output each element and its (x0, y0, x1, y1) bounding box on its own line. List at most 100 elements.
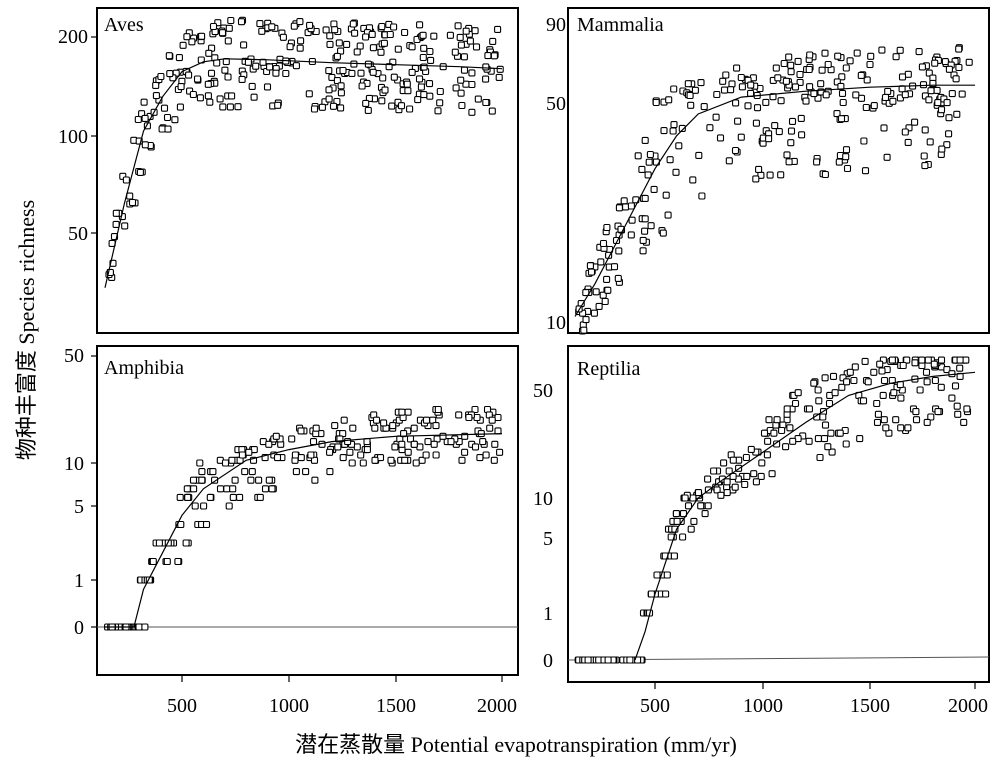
data-point (343, 40, 351, 48)
data-point (135, 623, 143, 631)
data-point (318, 103, 326, 111)
data-point (664, 211, 672, 219)
data-point (723, 478, 731, 486)
data-point (816, 453, 824, 462)
amphibia-xtick-2000: 2000 (477, 695, 517, 717)
data-point (369, 44, 377, 52)
data-point (782, 77, 790, 85)
data-point (457, 76, 465, 84)
data-point (403, 80, 411, 88)
y-axis-title: 物种丰富度 Species richness (14, 200, 39, 460)
data-point (140, 98, 148, 106)
data-point (777, 97, 785, 105)
data-point (216, 485, 225, 493)
data-point (344, 438, 352, 446)
data-point (641, 227, 649, 235)
data-point (221, 66, 229, 74)
data-point (408, 68, 416, 76)
data-point (687, 525, 695, 533)
data-point (248, 468, 256, 476)
data-point (763, 451, 771, 459)
data-point (447, 438, 455, 446)
data-point (426, 47, 434, 56)
data-point (638, 165, 646, 173)
data-point (610, 263, 619, 271)
reptilia-ytick-10: 10 (533, 488, 553, 510)
data-point (956, 356, 964, 364)
chart-marks (104, 16, 976, 664)
data-point (948, 90, 956, 98)
data-point (468, 69, 476, 77)
data-point (288, 435, 296, 443)
fit-curve-1 (574, 84, 975, 317)
data-point (825, 399, 834, 408)
data-point (937, 356, 946, 364)
data-point (863, 76, 871, 84)
data-point (390, 73, 398, 81)
data-point (207, 69, 216, 77)
mammalia-ytick-90: 90 (546, 14, 566, 36)
reptilia-xtick-1000: 1000 (743, 695, 783, 717)
data-point (888, 356, 896, 364)
data-point (357, 451, 365, 459)
data-point (282, 69, 290, 78)
data-point (670, 85, 678, 93)
data-point (206, 98, 214, 106)
data-point (582, 289, 590, 297)
data-point (297, 37, 305, 45)
data-point (353, 48, 361, 56)
data-point (265, 440, 273, 448)
data-point (923, 418, 931, 426)
data-point (859, 397, 868, 405)
data-point (486, 424, 494, 432)
data-point (494, 25, 502, 33)
data-point (198, 468, 206, 476)
data-point (371, 456, 379, 464)
data-point (912, 408, 920, 416)
data-point (919, 81, 928, 89)
data-point (706, 124, 714, 132)
data-point (279, 33, 287, 41)
data-point (333, 52, 341, 60)
data-point (188, 38, 196, 46)
mammalia-ytick-10: 10 (546, 312, 566, 334)
data-point (326, 40, 334, 48)
data-point (931, 376, 939, 385)
data-point (771, 122, 779, 130)
data-point (439, 432, 447, 440)
data-point (457, 41, 465, 49)
data-point (141, 141, 149, 149)
data-point (805, 65, 813, 74)
data-point (337, 82, 345, 90)
data-point (878, 367, 886, 375)
data-point (136, 168, 144, 176)
data-point (256, 493, 264, 501)
data-point (174, 557, 182, 566)
data-point (252, 62, 260, 70)
data-point (228, 92, 236, 100)
data-point (778, 426, 786, 435)
data-point (786, 424, 794, 432)
data-point (898, 73, 907, 81)
data-point (164, 125, 172, 133)
data-point (356, 42, 364, 50)
data-point (364, 106, 372, 114)
data-point (482, 451, 490, 459)
data-point (879, 391, 887, 399)
data-point (663, 571, 671, 579)
data-point (460, 66, 469, 74)
data-point (953, 402, 961, 410)
amphibia-xtick-500: 500 (167, 695, 197, 717)
data-point (820, 435, 829, 443)
data-point (292, 62, 300, 70)
data-point (821, 374, 829, 382)
data-point (818, 66, 826, 74)
data-point (236, 493, 244, 501)
data-point (918, 356, 926, 364)
data-point (209, 468, 217, 476)
data-point (838, 89, 847, 97)
data-point (410, 440, 418, 448)
data-point (851, 363, 859, 371)
data-point (728, 80, 736, 88)
data-point (490, 456, 498, 464)
